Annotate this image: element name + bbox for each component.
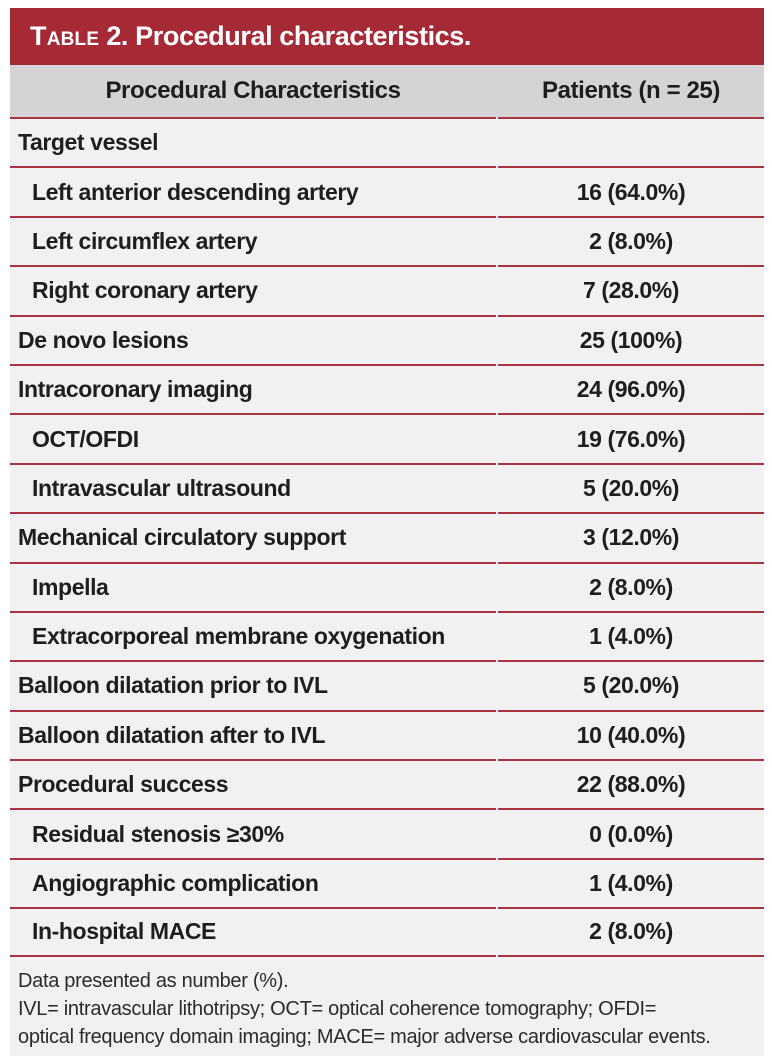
column-header-patients: Patients (n = 25) (542, 77, 720, 104)
row-value: 2 (8.0%) (498, 561, 764, 611)
row-value: 10 (40.0%) (498, 709, 764, 759)
row-label: Procedural success (10, 759, 496, 808)
row-label: Balloon dilatation prior to IVL (10, 660, 496, 709)
table-row: Left anterior descending artery 16 (64.0… (10, 166, 764, 216)
column-divider (496, 314, 498, 364)
row-value: 19 (76.0%) (498, 413, 764, 462)
footnote-line: optical frequency domain imaging; MACE= … (18, 1025, 711, 1048)
table-title-band: Table 2. Procedural characteristics. (10, 8, 764, 65)
table-row: Right coronary artery 7 (28.0%) (10, 265, 764, 315)
row-value: 7 (28.0%) (498, 265, 764, 314)
row-value: 2 (8.0%) (498, 215, 764, 265)
table-row: Balloon dilatation after to IVL 10 (40.0… (10, 709, 764, 760)
table-row: OCT/OFDI 19 (76.0%) (10, 413, 764, 463)
column-divider (496, 759, 498, 809)
row-label: Balloon dilatation after to IVL (10, 709, 496, 759)
row-label: Target vessel (10, 117, 496, 166)
column-divider (496, 857, 498, 908)
column-divider (496, 907, 498, 957)
table-title-rest: 2. Procedural characteristics. (99, 21, 472, 51)
column-divider (496, 610, 498, 661)
column-divider (496, 363, 498, 414)
table-title-word: Table (30, 21, 100, 51)
table-body: Target vessel Left anterior descending a… (10, 117, 764, 957)
table-row: De novo lesions 25 (100%) (10, 314, 764, 364)
row-label: De novo lesions (10, 314, 496, 364)
row-label: Impella (10, 561, 496, 611)
row-label: OCT/OFDI (10, 413, 496, 462)
row-label: Extracorporeal membrane oxygenation (10, 610, 496, 660)
column-divider (496, 709, 498, 760)
row-value: 5 (20.0%) (498, 462, 764, 512)
column-divider (496, 660, 498, 710)
column-divider (496, 166, 498, 216)
procedural-characteristics-table: Table 2. Procedural characteristics. Pro… (10, 8, 764, 1056)
row-label: Mechanical circulatory support (10, 512, 496, 561)
table-row: Procedural success 22 (88.0%) (10, 759, 764, 809)
column-divider (496, 413, 498, 463)
row-label: Right coronary artery (10, 265, 496, 314)
row-label: Left anterior descending artery (10, 166, 496, 215)
row-value: 16 (64.0%) (498, 166, 764, 215)
table-row: Left circumflex artery 2 (8.0%) (10, 215, 764, 266)
table-row: In-hospital MACE 2 (8.0%) (10, 907, 764, 957)
column-header-characteristics: Procedural Characteristics (105, 77, 401, 104)
column-header-row: Procedural Characteristics Patients (n =… (10, 65, 764, 117)
table-footnote: Data presented as number (%). IVL= intra… (10, 956, 764, 1056)
row-label: In-hospital MACE (10, 907, 496, 957)
column-divider (496, 462, 498, 513)
row-value: 1 (4.0%) (498, 610, 764, 660)
table-row: Mechanical circulatory support 3 (12.0%) (10, 512, 764, 562)
row-value: 3 (12.0%) (498, 512, 764, 561)
row-label: Angiographic complication (10, 857, 496, 907)
row-label: Residual stenosis ≥30% (10, 808, 496, 857)
column-divider (496, 265, 498, 315)
footnote-line: Data presented as number (%). (18, 969, 289, 992)
row-value: 24 (96.0%) (498, 363, 764, 413)
column-divider (496, 215, 498, 266)
footnote-line: IVL= intravascular lithotripsy; OCT= opt… (18, 997, 657, 1020)
row-value: 5 (20.0%) (498, 660, 764, 709)
row-value: 0 (0.0%) (498, 808, 764, 857)
row-label: Intracoronary imaging (10, 363, 496, 413)
row-value: 25 (100%) (498, 314, 764, 364)
column-divider (496, 561, 498, 611)
row-label: Intravascular ultrasound (10, 462, 496, 512)
table-row: Residual stenosis ≥30% 0 (0.0%) (10, 808, 764, 858)
table-row: Balloon dilatation prior to IVL 5 (20.0%… (10, 660, 764, 710)
row-value: 1 (4.0%) (498, 857, 764, 907)
row-value: 2 (8.0%) (498, 907, 764, 957)
table-row: Angiographic complication 1 (4.0%) (10, 857, 764, 908)
row-label: Left circumflex artery (10, 215, 496, 265)
column-divider (496, 808, 498, 858)
row-value: 22 (88.0%) (498, 759, 764, 808)
table-row: Extracorporeal membrane oxygenation 1 (4… (10, 610, 764, 661)
table-row: Target vessel (10, 117, 764, 167)
table-row: Intravascular ultrasound 5 (20.0%) (10, 462, 764, 513)
row-value (498, 117, 764, 166)
column-divider (496, 512, 498, 562)
table-row: Intracoronary imaging 24 (96.0%) (10, 363, 764, 414)
column-divider (496, 117, 498, 167)
table-row: Impella 2 (8.0%) (10, 561, 764, 611)
